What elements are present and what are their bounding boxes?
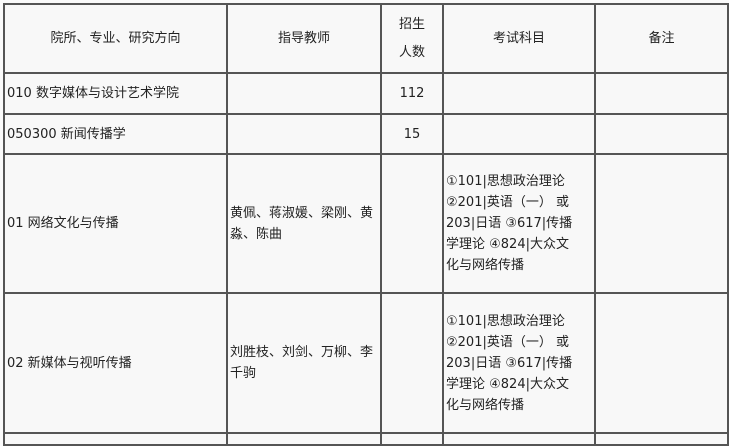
notes-cell bbox=[594, 292, 729, 434]
exam-line: 化与网络传播 bbox=[446, 397, 525, 413]
header-notes: 备注 bbox=[594, 3, 729, 74]
program-cell: 010 数字媒体与设计艺术学院 bbox=[3, 72, 228, 115]
header-exam-subjects: 考试科目 bbox=[442, 3, 596, 74]
header-advisor: 指导教师 bbox=[226, 3, 382, 74]
table-row: 010 数字媒体与设计艺术学院 112 bbox=[3, 72, 729, 115]
advisor-cell: 黄佩、蒋淑媛、梁刚、黄淼、陈曲 bbox=[226, 153, 382, 294]
advisor-cell bbox=[226, 113, 382, 155]
enrollment-table: 院所、专业、研究方向 指导教师 招生人数 考试科目 备注 010 数字媒体与设计… bbox=[3, 3, 729, 446]
header-enrollment: 招生 人数 bbox=[380, 3, 444, 74]
header-enrollment-line: 招生 bbox=[398, 16, 425, 32]
header-program: 院所、专业、研究方向 bbox=[3, 3, 228, 74]
enrollment-cell bbox=[380, 153, 444, 294]
enrollment-cell bbox=[380, 292, 444, 434]
exam-line: ①101|思想政治理论 bbox=[446, 313, 565, 329]
exam-cell: ①101|思想政治理论 ②201|英语（一） 或 203|日语 ③617|传播 … bbox=[442, 153, 596, 294]
enrollment-cell: 15 bbox=[380, 113, 444, 155]
cell bbox=[226, 432, 382, 446]
table-row: 050300 新闻传播学 15 bbox=[3, 113, 729, 155]
table-row: 02 新媒体与视听传播 刘胜枝、刘剑、万柳、李千驹 ①101|思想政治理论 ②2… bbox=[3, 292, 729, 434]
program-cell: 01 网络文化与传播 bbox=[3, 153, 228, 294]
program-cell: 050300 新闻传播学 bbox=[3, 113, 228, 155]
enrollment-cell: 112 bbox=[380, 72, 444, 115]
cell bbox=[594, 432, 729, 446]
notes-cell bbox=[594, 113, 729, 155]
exam-line: 203|日语 ③617|传播 bbox=[446, 216, 573, 231]
exam-line: ②201|英语（一） 或 bbox=[446, 195, 569, 210]
cell bbox=[442, 432, 596, 446]
notes-cell bbox=[594, 153, 729, 294]
header-enrollment-line: 人数 bbox=[398, 44, 425, 60]
cell bbox=[3, 432, 228, 446]
table-header-row: 院所、专业、研究方向 指导教师 招生人数 考试科目 备注 bbox=[3, 3, 729, 74]
exam-line: 203|日语 ③617|传播 bbox=[446, 355, 573, 371]
program-cell: 02 新媒体与视听传播 bbox=[3, 292, 228, 434]
cell bbox=[380, 432, 444, 446]
exam-line: ②201|英语（一） 或 bbox=[446, 334, 569, 350]
exam-cell bbox=[442, 72, 596, 115]
table-row: 01 网络文化与传播 黄佩、蒋淑媛、梁刚、黄淼、陈曲 ①101|思想政治理论 ②… bbox=[3, 153, 729, 294]
exam-line: 学理论 ④824|大众文 bbox=[446, 376, 569, 392]
table-row-partial bbox=[3, 432, 729, 446]
exam-line: 学理论 ④824|大众文 bbox=[446, 237, 569, 252]
exam-line: ①101|思想政治理论 bbox=[446, 174, 565, 189]
exam-cell bbox=[442, 113, 596, 155]
advisor-cell bbox=[226, 72, 382, 115]
notes-cell bbox=[594, 72, 729, 115]
advisor-cell: 刘胜枝、刘剑、万柳、李千驹 bbox=[226, 292, 382, 434]
exam-line: 化与网络传播 bbox=[446, 258, 525, 273]
exam-cell: ①101|思想政治理论 ②201|英语（一） 或 203|日语 ③617|传播 … bbox=[442, 292, 596, 434]
